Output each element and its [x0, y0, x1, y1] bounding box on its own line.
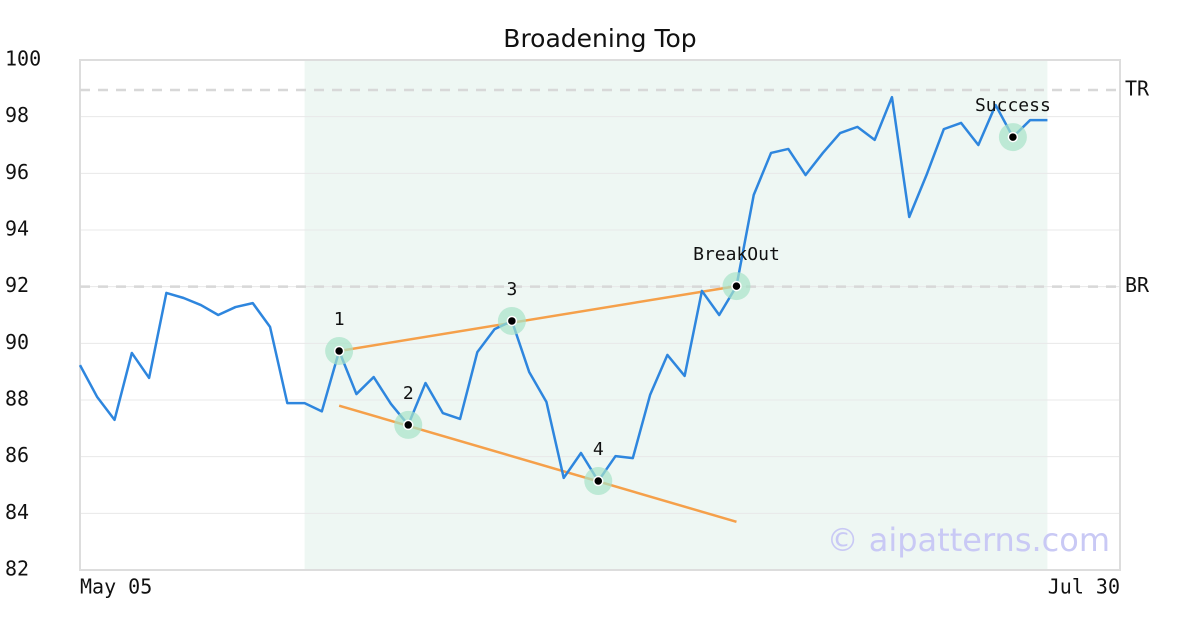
y-tick-label: 98	[5, 103, 29, 127]
marker-dot	[506, 315, 518, 327]
level-label: TR	[1125, 77, 1150, 101]
marker-label: Success	[975, 95, 1051, 116]
marker-label: 2	[403, 383, 414, 404]
level-label: BR	[1125, 273, 1150, 297]
y-tick-label: 94	[5, 217, 29, 241]
price-line	[78, 95, 1048, 483]
marker-dot	[731, 280, 742, 292]
x-tick-label: May 05	[80, 575, 152, 599]
y-tick-label: 82	[5, 557, 29, 581]
marker-label: 1	[334, 309, 345, 330]
marker-dot	[402, 419, 414, 431]
plot-frame	[79, 59, 1121, 571]
y-tick-label: 100	[5, 47, 41, 71]
y-tick-label: 86	[5, 443, 29, 467]
y-tick-label: 92	[5, 273, 29, 297]
marker-dot	[1007, 131, 1019, 143]
marker-label: 3	[506, 279, 517, 300]
trendline	[338, 284, 737, 353]
marker-dot	[333, 345, 345, 357]
y-tick-label: 84	[5, 500, 29, 524]
y-tick-label: 90	[5, 330, 29, 354]
marker-dot	[593, 475, 604, 487]
marker-label: BreakOut	[693, 244, 780, 265]
y-tick-label: 96	[5, 160, 29, 184]
watermark: © aipatterns.com	[827, 521, 1110, 559]
marker-label: 4	[593, 439, 604, 460]
pattern-region	[304, 60, 1048, 570]
chart-title: Broadening Top	[503, 24, 696, 53]
x-tick-label: Jul 30	[1048, 575, 1120, 599]
y-tick-label: 88	[5, 387, 29, 411]
